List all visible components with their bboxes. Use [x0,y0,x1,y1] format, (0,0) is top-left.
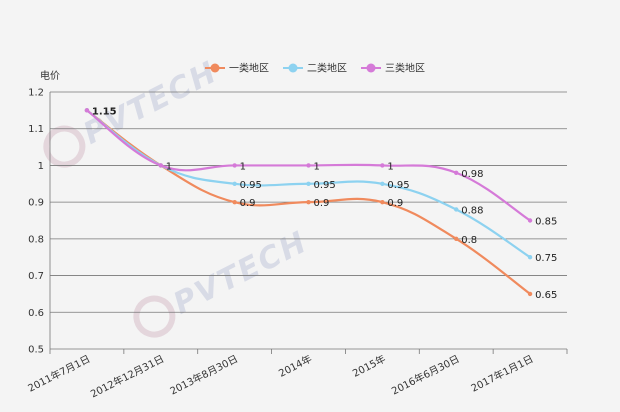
data-point [232,181,237,186]
data-label: 1 [240,161,246,172]
y-tick-label: 0.6 [28,308,44,319]
legend-marker [366,63,376,73]
x-tick-label: 2016年6月30日 [389,352,461,397]
data-label: 1 [314,161,320,172]
data-label: 1.15 [92,106,117,117]
legend[interactable]: 一类地区 二类地区 三类地区 [205,62,425,75]
data-label: 0.95 [387,180,409,191]
x-tick-label: 2014年 [276,352,313,380]
x-tick-label: 2013年8月30日 [168,352,240,397]
y-axis-title: 电价 [40,69,60,82]
series-layer [84,108,533,297]
data-label: 0.9 [314,198,330,209]
watermark-logo-icon [43,125,86,168]
watermark-logo-icon [133,295,176,338]
data-point [527,255,533,260]
y-tick-label: 0.8 [28,234,44,245]
watermark-text: PVTECH [78,55,223,152]
x-tick-label: 2017年1月1日 [469,352,536,395]
data-point [454,236,459,242]
watermark-layer: PVTECH PVTECH [43,55,313,338]
watermark-2: PVTECH [133,225,313,338]
data-label: 0.9 [387,198,403,209]
data-labels: 0.9 0.9 0.9 0.8 0.65 0.95 0.95 0.95 0.88 0.75 1.15… [92,106,557,301]
data-point [527,291,533,297]
data-point [306,181,311,186]
data-point [84,108,90,113]
y-tick-label: 0.5 [28,345,44,356]
data-point [454,170,459,175]
data-label: 1 [166,161,172,172]
y-tick-label: 1.2 [28,88,44,99]
data-point [380,199,385,205]
y-tick-label: 1 [38,161,44,172]
data-point [306,199,311,205]
legend-label: 一类地区 [229,62,269,75]
data-label: 0.88 [461,205,483,216]
data-point [232,163,237,168]
x-tick-label: 2015年 [350,352,387,380]
data-point [454,207,459,212]
legend-label: 二类地区 [307,62,347,75]
legend-item-2[interactable]: 二类地区 [283,62,347,75]
y-tick-label: 0.9 [28,198,44,209]
y-tick-label: 0.7 [28,271,44,282]
legend-label: 三类地区 [385,62,425,75]
data-label: 0.9 [240,198,256,209]
x-tick-label: 2012年12月31日 [88,352,166,400]
data-point [306,163,311,168]
legend-marker [210,63,220,73]
data-label: 0.95 [314,180,336,191]
data-label: 1 [387,161,393,172]
data-label: 0.95 [240,180,262,191]
data-point [232,199,237,205]
data-label: 0.8 [461,235,477,246]
legend-marker [288,63,298,73]
x-tick-label: 2011年7月1日 [26,352,93,395]
legend-item-3[interactable]: 三类地区 [361,62,425,75]
data-point [380,181,385,186]
data-point [158,163,163,168]
watermark-1: PVTECH [43,55,223,168]
data-point [527,218,533,223]
data-label: 0.65 [535,290,557,301]
legend-item-1[interactable]: 一类地区 [205,62,269,75]
data-label: 0.85 [535,217,557,228]
data-label: 0.75 [535,253,557,264]
y-tick-label: 1.1 [28,124,44,135]
data-label: 0.98 [461,169,483,180]
data-point [380,163,385,168]
